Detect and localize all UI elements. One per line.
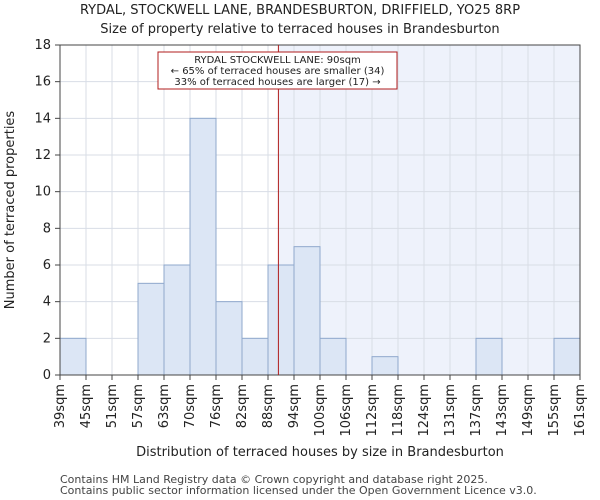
x-tick-label: 88sqm: [261, 384, 276, 428]
x-tick-label: 143sqm: [495, 384, 510, 437]
y-tick-label: 4: [43, 295, 51, 310]
y-tick-label: 18: [34, 38, 51, 53]
bar: [553, 337, 581, 376]
y-tick-label: 16: [34, 75, 51, 90]
x-tick-label: 124sqm: [417, 384, 432, 437]
x-tick-label: 39sqm: [53, 384, 68, 428]
x-axis-label: Distribution of terraced houses by size …: [136, 445, 504, 460]
x-tick-label: 70sqm: [183, 384, 198, 428]
y-axis-label: Number of terraced properties: [3, 111, 18, 310]
x-tick-label: 45sqm: [79, 384, 94, 428]
bar: [137, 282, 165, 376]
annotation-line-1: RYDAL STOCKWELL LANE: 90sqm: [194, 55, 361, 66]
annotation-box: [157, 51, 398, 90]
bar: [163, 264, 191, 376]
y-tick-label: 0: [43, 368, 51, 383]
x-tick-label: 63sqm: [157, 384, 172, 428]
annotation-line-3: 33% of terraced houses are larger (17) →: [174, 77, 380, 88]
highlight-region: [278, 45, 580, 375]
chart-title-line1: RYDAL, STOCKWELL LANE, BRANDESBURTON, DR…: [80, 3, 520, 18]
bar: [59, 337, 87, 376]
bar: [241, 337, 269, 376]
footer-line1: Contains HM Land Registry data © Crown c…: [60, 473, 488, 486]
x-tick-label: 161sqm: [573, 384, 588, 437]
bar: [215, 301, 243, 376]
x-tick-label: 155sqm: [547, 384, 562, 437]
bar: [319, 337, 347, 376]
bar: [371, 356, 399, 376]
y-tick-label: 6: [43, 258, 51, 273]
x-tick-label: 82sqm: [235, 384, 250, 428]
x-tick-label: 94sqm: [287, 384, 302, 428]
plot-area: 0 2 4 6 8 10 12 14 16 18 39sqm 45sqm 51sqm 57sqm 63sqm…: [34, 38, 588, 437]
bar: [189, 117, 217, 376]
y-tick-label: 8: [43, 221, 51, 236]
x-tick-label: 100sqm: [313, 384, 328, 437]
y-tick-label: 10: [34, 185, 51, 200]
x-tick-label: 137sqm: [469, 384, 484, 437]
x-tick-label: 118sqm: [391, 384, 406, 437]
y-tick-label: 12: [34, 148, 51, 163]
annotation-line-2: ← 65% of terraced houses are smaller (34…: [171, 66, 385, 77]
chart-title-line2: Size of property relative to terraced ho…: [100, 22, 499, 37]
bar: [475, 337, 503, 376]
x-tick-label: 112sqm: [365, 384, 380, 437]
bar: [267, 264, 295, 376]
footer-line2: Contains public sector information licen…: [60, 484, 537, 497]
x-tick-label: 149sqm: [521, 384, 536, 437]
x-tick-label: 57sqm: [131, 384, 146, 428]
x-tick-label: 106sqm: [339, 384, 354, 437]
bar: [293, 246, 321, 376]
x-tick-label: 131sqm: [443, 384, 458, 437]
y-tick-label: 2: [43, 331, 51, 346]
y-tick-label: 14: [34, 111, 51, 126]
x-tick-label: 51sqm: [105, 384, 120, 428]
x-tick-label: 76sqm: [209, 384, 224, 428]
